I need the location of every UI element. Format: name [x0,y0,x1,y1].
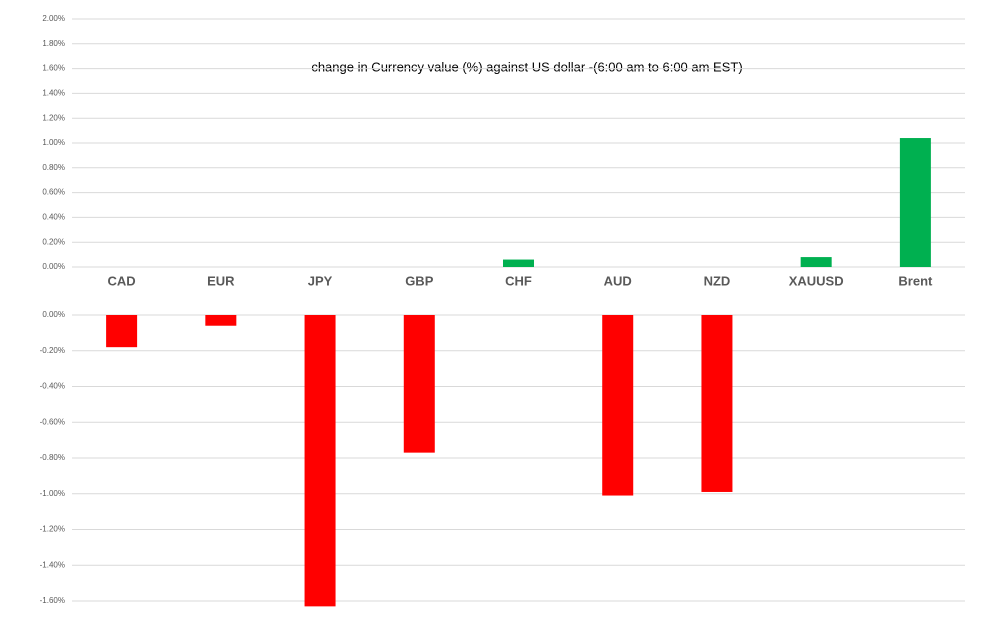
chart-title: change in Currency value (%) against US … [311,59,742,74]
y-tick-label: 2.00% [42,14,65,23]
y-tick-label: 0.80% [42,163,65,172]
x-tick-label: JPY [308,273,333,288]
y-tick-label: -0.40% [40,382,65,391]
bar [503,259,534,267]
y-tick-label: 0.60% [42,188,65,197]
y-tick-label: -0.60% [40,417,65,426]
x-tick-label: GBP [405,273,434,288]
bar [899,138,931,267]
y-tick-label: 0.00% [42,262,65,271]
x-tick-label: CAD [108,273,136,288]
x-tick-label: CHF [505,273,532,288]
y-tick-label: 1.80% [42,39,65,48]
x-tick-label: AUD [604,273,632,288]
x-tick-label: Brent [898,273,933,288]
y-tick-label: 1.20% [42,113,65,122]
bar [602,315,634,496]
y-tick-label: -0.20% [40,346,65,355]
bar [205,315,237,326]
y-tick-label: -1.60% [40,596,65,605]
bar [106,315,138,348]
x-tick-label: XAUUSD [789,273,844,288]
y-tick-label: 0.40% [42,213,65,222]
bar [403,315,435,453]
y-tick-label: 1.00% [42,138,65,147]
y-tick-label: -1.20% [40,525,65,534]
x-tick-label: EUR [207,273,235,288]
y-tick-label: 0.00% [42,310,65,319]
y-tick-label: 1.40% [42,89,65,98]
x-tick-label: NZD [704,273,731,288]
bar [701,315,733,492]
y-tick-label: -1.40% [40,560,65,569]
y-tick-label: -1.00% [40,489,65,498]
y-tick-label: 0.20% [42,237,65,246]
y-tick-label: 1.60% [42,64,65,73]
bar [304,315,336,607]
y-tick-label: -0.80% [40,453,65,462]
bar [800,257,832,267]
